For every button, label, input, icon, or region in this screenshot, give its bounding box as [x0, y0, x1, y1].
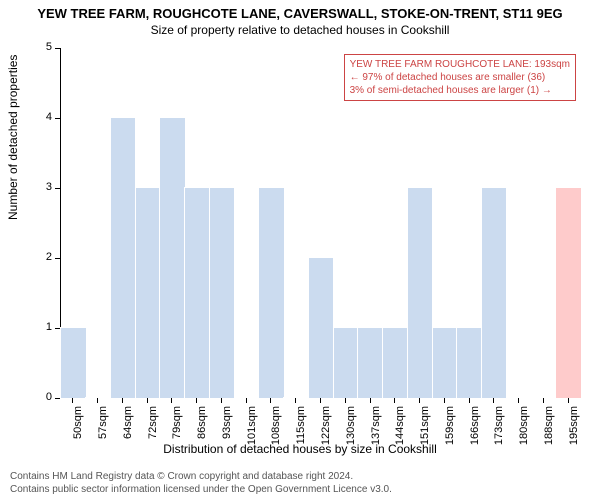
y-tick — [55, 398, 60, 399]
bar — [209, 187, 235, 398]
bar — [481, 187, 507, 398]
x-tick — [568, 398, 569, 403]
y-tick — [55, 188, 60, 189]
x-tick — [270, 398, 271, 403]
annotation-line2: ← 97% of detached houses are smaller (36… — [350, 71, 570, 84]
bar — [382, 327, 408, 398]
footer-line1: Contains HM Land Registry data © Crown c… — [10, 470, 392, 483]
bar — [60, 327, 86, 398]
bar — [308, 257, 334, 398]
bar — [407, 187, 433, 398]
y-tick-label: 2 — [32, 251, 52, 263]
annotation-line3: 3% of semi-detached houses are larger (1… — [350, 84, 570, 97]
x-tick — [394, 398, 395, 403]
x-tick — [221, 398, 222, 403]
x-tick — [122, 398, 123, 403]
bar — [110, 117, 136, 398]
bar — [432, 327, 458, 398]
chart-area: YEW TREE FARM ROUGHCOTE LANE: 193sqm ← 9… — [60, 48, 580, 398]
x-axis-label: Distribution of detached houses by size … — [0, 442, 600, 456]
bar — [357, 327, 383, 398]
footer: Contains HM Land Registry data © Crown c… — [10, 470, 392, 496]
bar — [333, 327, 359, 398]
chart-title: YEW TREE FARM, ROUGHCOTE LANE, CAVERSWAL… — [0, 0, 600, 21]
y-tick-label: 1 — [32, 321, 52, 333]
x-tick — [320, 398, 321, 403]
bar — [159, 117, 185, 398]
bar — [555, 187, 581, 398]
bar — [531, 397, 557, 398]
x-tick — [444, 398, 445, 403]
y-tick — [55, 48, 60, 49]
x-tick — [345, 398, 346, 403]
x-tick — [419, 398, 420, 403]
y-tick — [55, 258, 60, 259]
bar — [258, 187, 284, 398]
x-tick — [469, 398, 470, 403]
y-tick-label: 4 — [32, 111, 52, 123]
x-tick — [196, 398, 197, 403]
chart-subtitle: Size of property relative to detached ho… — [0, 21, 600, 37]
x-tick — [171, 398, 172, 403]
bar — [234, 397, 260, 398]
bar — [184, 187, 210, 398]
y-tick-label: 3 — [32, 181, 52, 193]
x-tick — [147, 398, 148, 403]
annotation-box: YEW TREE FARM ROUGHCOTE LANE: 193sqm ← 9… — [344, 54, 576, 101]
y-tick — [55, 118, 60, 119]
x-tick — [97, 398, 98, 403]
y-tick-label: 5 — [32, 41, 52, 53]
x-tick — [543, 398, 544, 403]
y-tick-label: 0 — [32, 391, 52, 403]
bar — [135, 187, 161, 398]
x-tick — [493, 398, 494, 403]
x-tick — [72, 398, 73, 403]
bar — [456, 327, 482, 398]
footer-line2: Contains public sector information licen… — [10, 483, 392, 496]
x-tick — [370, 398, 371, 403]
annotation-line1: YEW TREE FARM ROUGHCOTE LANE: 193sqm — [350, 58, 570, 71]
x-tick — [295, 398, 296, 403]
x-tick — [518, 398, 519, 403]
x-tick — [246, 398, 247, 403]
y-axis-label: Number of detached properties — [6, 55, 20, 220]
